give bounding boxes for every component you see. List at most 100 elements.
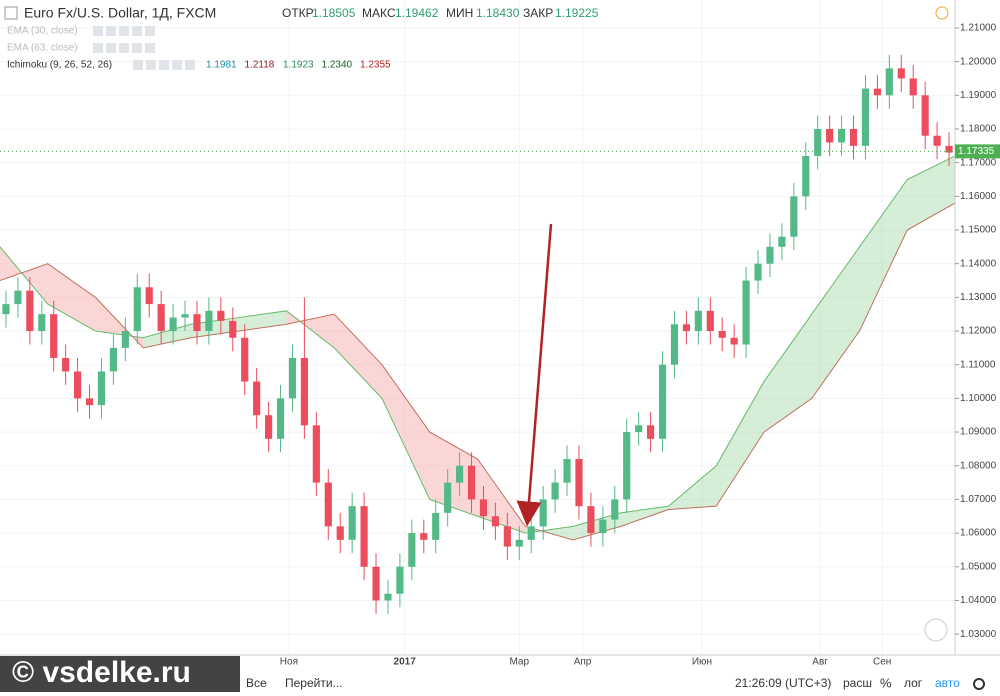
indicator-button <box>172 60 182 70</box>
candle-body <box>754 263 762 281</box>
alert-icon[interactable] <box>935 6 949 20</box>
candle-body <box>169 317 177 332</box>
clock: 21:26:09 (UTC+3) <box>735 676 831 690</box>
indicator-name: Ichimoku (9, 26, 52, 26) <box>7 60 112 71</box>
chart-title: Euro Fx/U.S. Dollar, 1Д, FXCM <box>24 5 216 21</box>
candle-body <box>336 526 344 540</box>
settings-icon[interactable] <box>973 678 985 690</box>
candle-body <box>372 566 380 601</box>
indicator-value: 1.1981 <box>206 60 237 71</box>
goto-button[interactable]: Перейти... <box>285 676 343 690</box>
candle-body <box>479 499 488 517</box>
indicator-button <box>185 60 195 70</box>
candle-body <box>97 371 106 406</box>
ext-button[interactable]: расш <box>843 676 872 690</box>
percent-button[interactable]: % <box>880 675 892 690</box>
log-button[interactable]: лог <box>904 676 923 690</box>
candle-body <box>276 398 285 439</box>
candle-body <box>348 506 356 540</box>
cloud-segment <box>334 314 382 399</box>
candle-body <box>587 506 595 534</box>
candle-body <box>658 364 667 439</box>
y-tick-label: 1.11000 <box>960 359 996 370</box>
scroll-button[interactable] <box>924 618 948 642</box>
candle-body <box>2 304 10 315</box>
indicator-button <box>119 26 129 36</box>
candle-body <box>909 78 917 96</box>
indicator-button <box>119 43 129 53</box>
auto-button[interactable]: авто <box>935 676 960 690</box>
candle-body <box>885 68 893 96</box>
candle-body <box>778 236 786 247</box>
candle-body <box>742 280 750 345</box>
indicator-button <box>132 43 142 53</box>
candle-body <box>611 499 619 520</box>
candle-body <box>897 68 905 79</box>
last-price-label: 1.17335 <box>958 146 995 157</box>
watermark-box <box>0 656 240 692</box>
stat-label: ОТКР <box>282 6 314 20</box>
candle-body <box>503 526 511 547</box>
candle-body <box>861 88 870 146</box>
candle-body <box>432 512 440 540</box>
indicator-name: EMA (63, close) <box>7 43 78 54</box>
indicator-button <box>146 60 156 70</box>
stat-value: 1.19225 <box>555 6 599 20</box>
range-button[interactable]: Все <box>246 676 267 690</box>
plot-area <box>0 0 956 655</box>
y-tick-label: 1.16000 <box>960 191 997 202</box>
span-b-line <box>0 202 956 541</box>
candle-body <box>491 516 499 527</box>
indicator-name: EMA (30, close) <box>7 26 78 37</box>
y-tick-label: 1.20000 <box>960 56 997 67</box>
candle-body <box>694 310 702 332</box>
collapse-icon[interactable] <box>4 6 18 20</box>
candle-body <box>74 371 82 399</box>
x-tick-label: Сен <box>873 657 891 668</box>
candle-body <box>193 314 201 332</box>
candle-body <box>420 533 428 540</box>
y-tick-label: 1.07000 <box>960 494 997 505</box>
span-a-line <box>0 155 956 534</box>
candle-body <box>790 196 798 237</box>
candle-body <box>145 287 153 305</box>
y-tick-label: 1.15000 <box>960 225 997 236</box>
stat-value: 1.19462 <box>395 6 439 20</box>
candle-body <box>408 533 416 567</box>
indicator-button <box>106 43 116 53</box>
candle-body <box>539 499 547 527</box>
x-tick-label: Ноя <box>280 657 298 668</box>
candle-body <box>312 425 320 483</box>
cloud-segment <box>907 155 955 231</box>
candle-body <box>62 357 70 372</box>
candle-body <box>205 310 213 332</box>
candle-body <box>670 324 679 365</box>
candle-body <box>360 506 368 567</box>
candle-body <box>157 304 165 332</box>
y-tick-label: 1.04000 <box>960 595 997 606</box>
candle-body <box>647 425 655 439</box>
candle-body <box>26 290 34 332</box>
candle-body <box>265 415 273 439</box>
cloud-segment <box>573 512 621 540</box>
candle-body <box>873 88 881 96</box>
candle-body <box>623 432 631 500</box>
x-tick-label: Июн <box>692 657 712 668</box>
indicator-value: 1.2340 <box>322 60 353 71</box>
cloud-segment <box>811 246 860 399</box>
candle-body <box>133 287 141 332</box>
y-tick-label: 1.17000 <box>960 157 997 168</box>
y-tick-label: 1.08000 <box>960 460 997 471</box>
indicator-button <box>132 26 142 36</box>
candle-body <box>444 482 452 513</box>
watermark: © vsdelke.ru <box>12 656 191 689</box>
candle-body <box>324 482 332 527</box>
indicator-button <box>145 43 155 53</box>
y-tick-label: 1.10000 <box>960 393 997 404</box>
y-tick-label: 1.13000 <box>960 292 997 303</box>
candle-body <box>241 337 249 382</box>
cloud-segment <box>764 314 812 433</box>
candle-body <box>766 246 774 264</box>
indicators: EMA (30, close) EMA (63, close) Ichimoku (… <box>7 26 391 71</box>
indicator-value: 1.1923 <box>283 60 314 71</box>
